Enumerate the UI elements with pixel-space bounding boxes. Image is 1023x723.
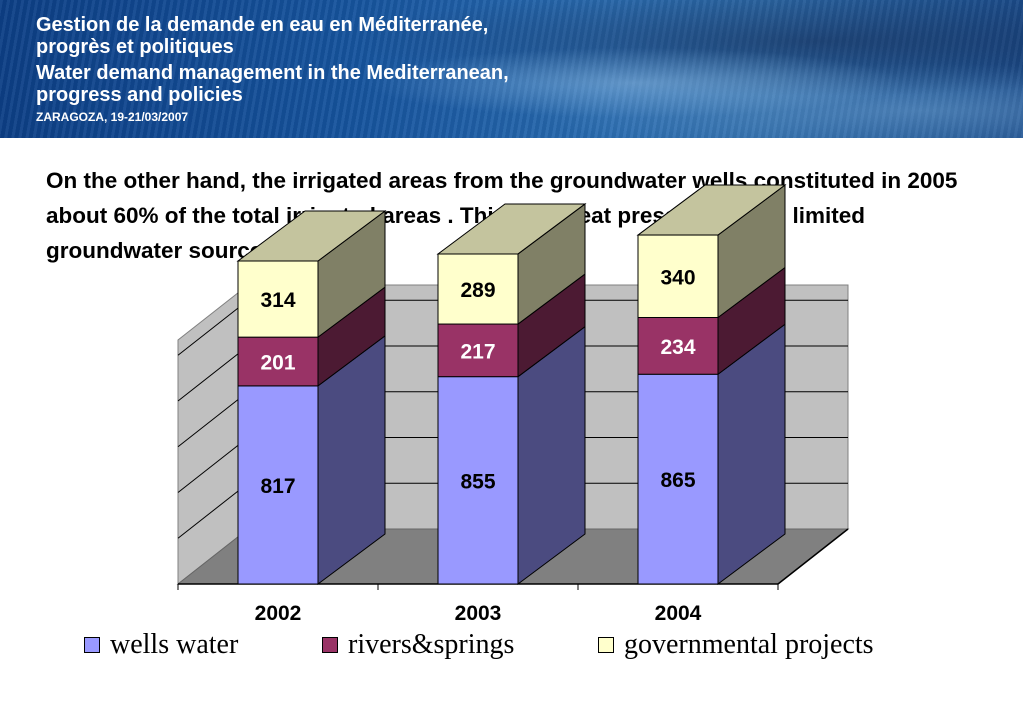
bar-top-2002 xyxy=(236,210,387,262)
banner-event-date: ZARAGOZA, 19-21/03/2007 xyxy=(36,110,189,124)
legend-item-rivers-springs: rivers&springs xyxy=(322,628,514,662)
gridline-wall xyxy=(177,299,249,356)
data-label-2004-series-1: 234 xyxy=(660,336,695,359)
gridline-wall xyxy=(177,345,249,402)
gridline-wall xyxy=(177,391,249,448)
legend-swatch-wells-water xyxy=(84,637,100,653)
bar-2004-series-0 xyxy=(637,373,719,585)
legend-swatch-governmental-projects xyxy=(598,637,614,653)
bar-2002-series-2 xyxy=(237,260,319,338)
bar-top-2003 xyxy=(436,203,587,255)
legend-item-wells-water: wells water xyxy=(84,628,238,662)
x-tick-label-2003: 2003 xyxy=(455,602,502,625)
banner-texture xyxy=(0,0,1023,138)
legend-label-governmental-projects: governmental projects xyxy=(624,629,874,660)
legend-label-rivers-springs: rivers&springs xyxy=(348,629,515,660)
data-label-2003-series-0: 855 xyxy=(460,470,495,493)
data-label-2004-series-2: 340 xyxy=(660,266,695,289)
bar-2002-series-0 xyxy=(237,385,319,585)
bar-2003-series-1 xyxy=(437,323,519,378)
legend-swatch-rivers-springs xyxy=(322,637,338,653)
banner-title-en-line2: progress and policies xyxy=(36,84,243,106)
bar-top-2004 xyxy=(636,184,787,236)
banner-title-fr-line2: progrès et politiques xyxy=(36,36,234,58)
gridline-wall xyxy=(177,437,249,493)
bar-2002-series-1 xyxy=(237,336,319,387)
header-banner: Gestion de la demande en eau en Méditerr… xyxy=(0,0,1023,138)
data-label-2002-series-0: 817 xyxy=(260,475,295,498)
data-label-2002-series-1: 201 xyxy=(260,352,295,375)
data-label-2002-series-2: 314 xyxy=(260,289,295,312)
legend-item-governmental-projects: governmental projects xyxy=(598,628,874,662)
data-label-2003-series-2: 289 xyxy=(460,279,495,302)
data-label-2003-series-1: 217 xyxy=(460,340,495,363)
x-tick-label-2002: 2002 xyxy=(255,602,302,625)
data-label-2004-series-0: 865 xyxy=(660,469,695,492)
banner-title-en-line1: Water demand management in the Mediterra… xyxy=(36,62,509,84)
gridline-wall xyxy=(177,482,249,539)
x-axis-depth xyxy=(777,528,849,585)
banner-title-fr-line1: Gestion de la demande en eau en Méditerr… xyxy=(36,14,489,36)
x-tick-label-2004: 2004 xyxy=(655,602,702,625)
legend-label-wells-water: wells water xyxy=(110,629,239,660)
